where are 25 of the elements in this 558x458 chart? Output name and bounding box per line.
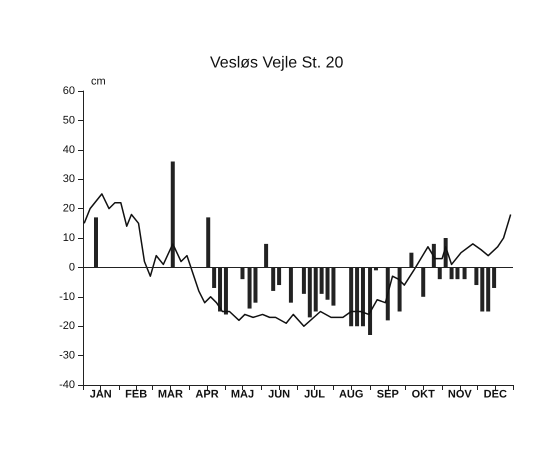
y-tick-label: 20 (62, 202, 75, 215)
x-tick-label: APR (195, 388, 219, 400)
x-tick-label: FEB (125, 388, 148, 400)
x-tick-label: AUG (338, 388, 364, 400)
x-tick-label: JUN (268, 388, 290, 400)
x-tick-label: MAJ (230, 388, 254, 400)
x-tick-label: OKT (412, 388, 436, 400)
y-tick-label: 10 (62, 232, 75, 244)
x-tick-label: SEP (376, 388, 399, 400)
y-tick-label: 60 (62, 85, 75, 97)
x-tick-label: JAN (90, 388, 112, 400)
x-tick-label: MAR (158, 388, 183, 400)
y-tick-label: -30 (59, 350, 75, 362)
y-axis-title: cm (91, 76, 106, 88)
y-tick-label: 30 (62, 173, 75, 186)
x-tick-label: JUL (304, 388, 326, 400)
y-tick-label: -10 (59, 290, 75, 303)
y-tick-label: -40 (59, 379, 75, 391)
x-tick-label: NOV (448, 388, 472, 400)
x-tick-label: DEC (484, 388, 507, 400)
y-tick-label: 40 (62, 144, 75, 156)
y-tick-label: -20 (59, 320, 75, 332)
chart-title: Vesløs Vejle St. 20 (210, 54, 344, 72)
y-tick-label: 50 (62, 114, 75, 126)
y-tick-label: 0 (68, 261, 75, 274)
